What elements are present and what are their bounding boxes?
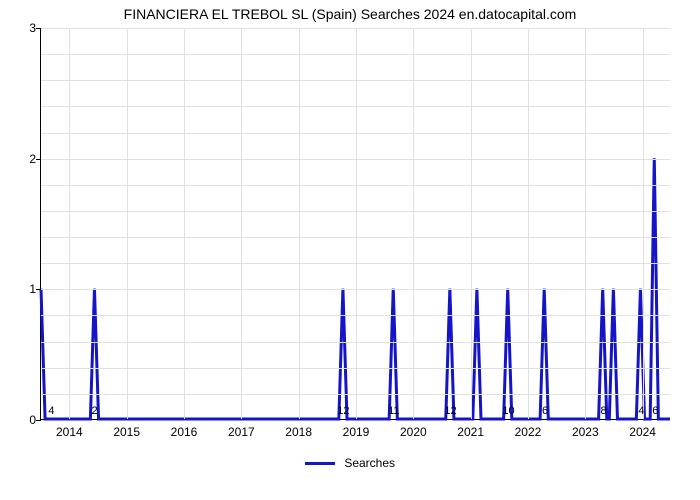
grid-v bbox=[471, 28, 472, 419]
x-tick-label: 2019 bbox=[343, 425, 370, 439]
legend: Searches bbox=[0, 456, 700, 470]
chart-title: FINANCIERA EL TREBOL SL (Spain) Searches… bbox=[0, 6, 700, 22]
x-tick-label: 2015 bbox=[113, 425, 140, 439]
y-tick-mark bbox=[36, 420, 41, 421]
chart-container: FINANCIERA EL TREBOL SL (Spain) Searches… bbox=[0, 0, 700, 500]
grid-v bbox=[528, 28, 529, 419]
x-tick-label: 2023 bbox=[572, 425, 599, 439]
y-tick-label: 3 bbox=[16, 21, 36, 35]
grid-v bbox=[184, 28, 185, 419]
plot-area: 0123201420152016201720182019202020212022… bbox=[40, 28, 670, 420]
y-tick-label: 1 bbox=[16, 282, 36, 296]
y-tick-mark bbox=[36, 289, 41, 290]
x-tick-label: 2017 bbox=[228, 425, 255, 439]
grid-v bbox=[413, 28, 414, 419]
grid-v bbox=[69, 28, 70, 419]
data-label: 12 bbox=[444, 405, 456, 417]
x-tick-label: 2024 bbox=[629, 425, 656, 439]
grid-v bbox=[299, 28, 300, 419]
x-tick-label: 2016 bbox=[171, 425, 198, 439]
y-tick-mark bbox=[36, 28, 41, 29]
data-label: 6 bbox=[542, 405, 548, 417]
data-label: 4 bbox=[48, 405, 54, 417]
grid-v bbox=[356, 28, 357, 419]
x-tick-label: 2020 bbox=[400, 425, 427, 439]
grid-v bbox=[127, 28, 128, 419]
grid-v bbox=[241, 28, 242, 419]
x-tick-label: 2014 bbox=[56, 425, 83, 439]
data-label: 2 bbox=[91, 405, 97, 417]
y-tick-label: 0 bbox=[16, 413, 36, 427]
data-label: 6 bbox=[652, 405, 658, 417]
y-tick-label: 2 bbox=[16, 152, 36, 166]
x-tick-label: 2018 bbox=[285, 425, 312, 439]
legend-line bbox=[305, 462, 335, 465]
data-label: 4 bbox=[638, 405, 644, 417]
data-label: 8 bbox=[601, 405, 607, 417]
x-tick-label: 2021 bbox=[457, 425, 484, 439]
data-label: 11 bbox=[388, 405, 399, 417]
grid-v bbox=[643, 28, 644, 419]
data-label: 12 bbox=[337, 405, 349, 417]
x-tick-label: 2022 bbox=[515, 425, 542, 439]
grid-v bbox=[585, 28, 586, 419]
y-tick-mark bbox=[36, 159, 41, 160]
data-label: 10 bbox=[502, 405, 514, 417]
legend-label: Searches bbox=[344, 456, 395, 470]
